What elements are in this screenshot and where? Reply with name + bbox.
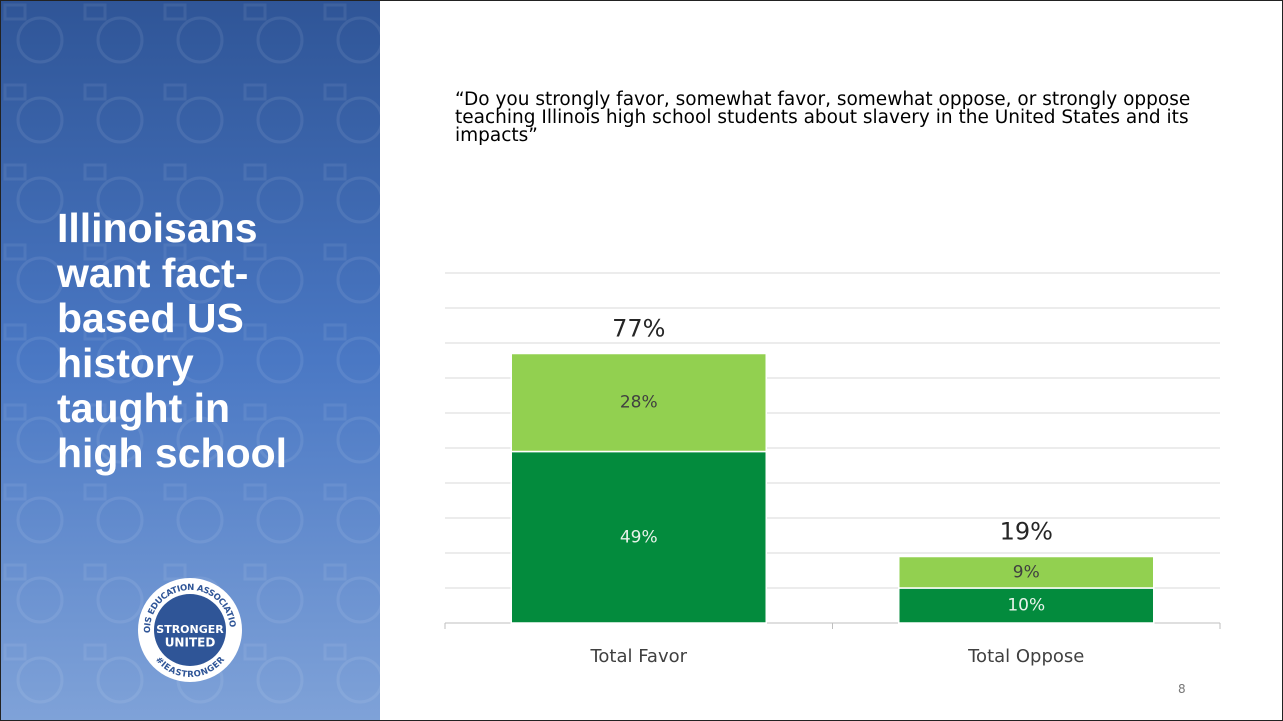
bar-segment: [898, 555, 1155, 589]
logo-line1: STRONGER: [156, 623, 224, 636]
value-label: 49%: [620, 527, 658, 547]
bar-segment: [898, 587, 1155, 624]
chart-title: “Do you strongly favor, somewhat favor, …: [455, 89, 1191, 146]
slide-title: Illinoisans want fact-based US history t…: [57, 205, 288, 476]
total-label: 19%: [1000, 518, 1053, 546]
logo-line2: UNITED: [165, 636, 216, 650]
value-label: 28%: [620, 393, 658, 413]
total-label: 77%: [612, 315, 665, 343]
value-label: 10%: [1007, 596, 1045, 616]
bar-segment: [510, 352, 767, 453]
plot: Total Favor 49% 28% 77% Total Oppose 10% 9% 19%: [444, 272, 1221, 667]
value-label: 9%: [1013, 562, 1040, 582]
x-tick-label: Total Favor: [589, 646, 687, 667]
logo-center: [154, 594, 226, 666]
bar-segment: [510, 450, 767, 624]
x-tick-label: Total Oppose: [967, 646, 1084, 667]
page-number: 8: [1178, 682, 1186, 696]
